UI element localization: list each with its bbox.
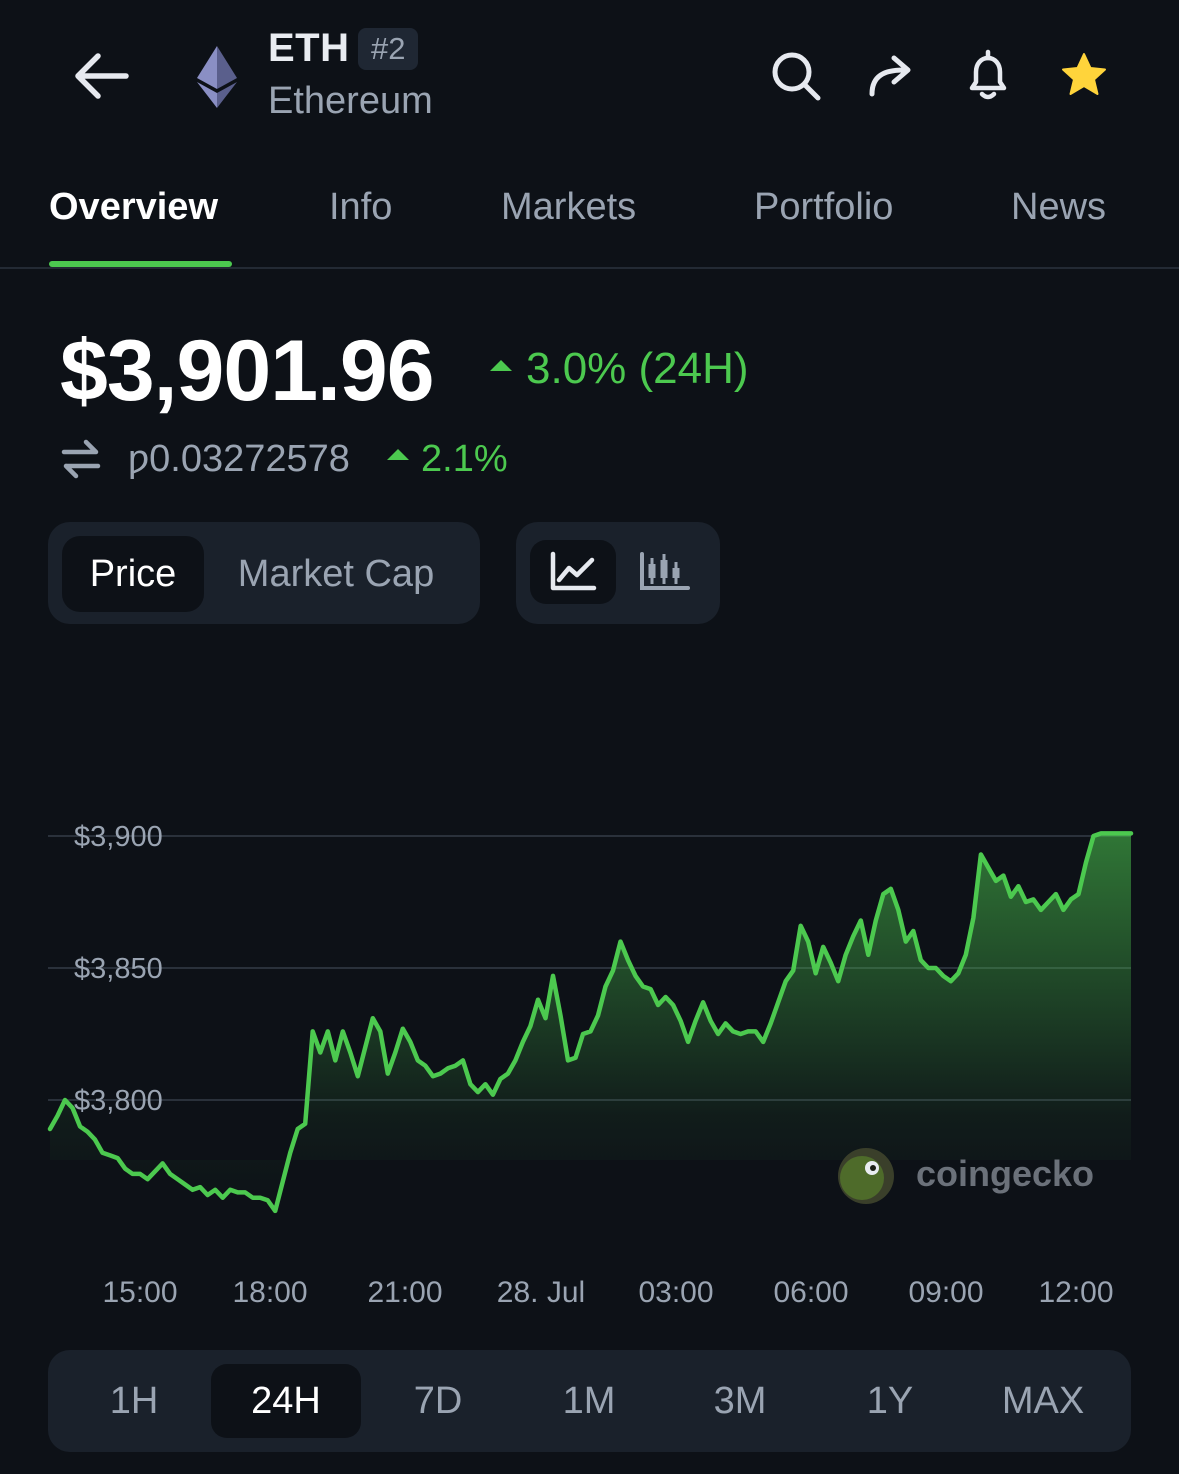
price-toggle-button[interactable]: Price [62,536,204,612]
price-change-24h: 3.0% (24H) [490,344,749,394]
x-tick-label: 09:00 [908,1276,984,1309]
share-button[interactable] [864,48,920,104]
tab-info[interactable]: Info [329,186,393,228]
range-max-button[interactable]: MAX [1001,1380,1085,1422]
up-triangle-icon [490,359,512,371]
line-chart-button[interactable] [530,540,616,604]
candlestick-icon [640,552,690,590]
coin-name: Ethereum [268,80,433,122]
share-icon [869,55,911,97]
coingecko-watermark: coingecko [838,1148,1094,1204]
btc-price: ƿ0.03272578 [128,438,350,480]
coin-symbol: ETH [268,26,350,70]
back-button[interactable] [70,48,132,104]
tab-overview[interactable]: Overview [49,186,218,228]
candlestick-chart-button[interactable] [630,540,702,604]
x-tick-label: 18:00 [232,1276,308,1309]
x-tick-label: 12:00 [1038,1276,1114,1309]
search-icon [772,52,821,101]
rank-badge: #2 [358,28,419,70]
price-line [47,831,1134,1214]
price-chart[interactable]: $3,800 $3,850 $3,900 coingecko [0,780,1179,1240]
range-1h-button[interactable]: 1H [109,1380,159,1422]
x-tick-label: 06:00 [773,1276,849,1309]
coingecko-logo [838,1148,894,1204]
range-1m-button[interactable]: 1M [562,1380,616,1422]
ethereum-logo [192,44,242,110]
tab-news[interactable]: News [1011,186,1107,228]
y-tick-label: $3,900 [74,821,163,853]
range-1y-button[interactable]: 1Y [866,1380,914,1422]
tab-divider [0,267,1179,269]
active-tab-indicator [49,261,232,267]
x-tick-label: 15:00 [102,1276,178,1309]
star-icon [1062,53,1106,95]
swap-icon [60,438,102,480]
market-cap-toggle-button[interactable]: Market Cap [237,553,435,595]
range-7d-button[interactable]: 7D [413,1380,463,1422]
price-change-value: 3.0% (24H) [526,344,749,393]
x-tick-label: 21:00 [367,1276,443,1309]
line-chart-icon [550,551,597,591]
arrow-left-icon [75,53,129,99]
bell-icon [969,49,1007,100]
range-24h-button[interactable]: 24H [211,1364,361,1438]
usd-price: $3,901.96 [60,323,435,419]
alert-button[interactable] [960,48,1016,104]
search-button[interactable] [768,48,824,104]
watchlist-star-button[interactable] [1056,48,1112,104]
btc-change: 2.1% [387,438,508,481]
x-tick-label: 03:00 [638,1276,714,1309]
x-tick-label: 28. Jul [496,1276,586,1309]
up-triangle-icon [387,449,409,461]
y-tick-label: $3,800 [74,1085,163,1117]
range-3m-button[interactable]: 3M [713,1380,767,1422]
watermark-text: coingecko [916,1153,1094,1194]
tab-markets[interactable]: Markets [501,186,637,228]
btc-change-value: 2.1% [421,438,508,480]
y-tick-label: $3,850 [74,953,163,985]
tab-portfolio[interactable]: Portfolio [754,186,894,228]
